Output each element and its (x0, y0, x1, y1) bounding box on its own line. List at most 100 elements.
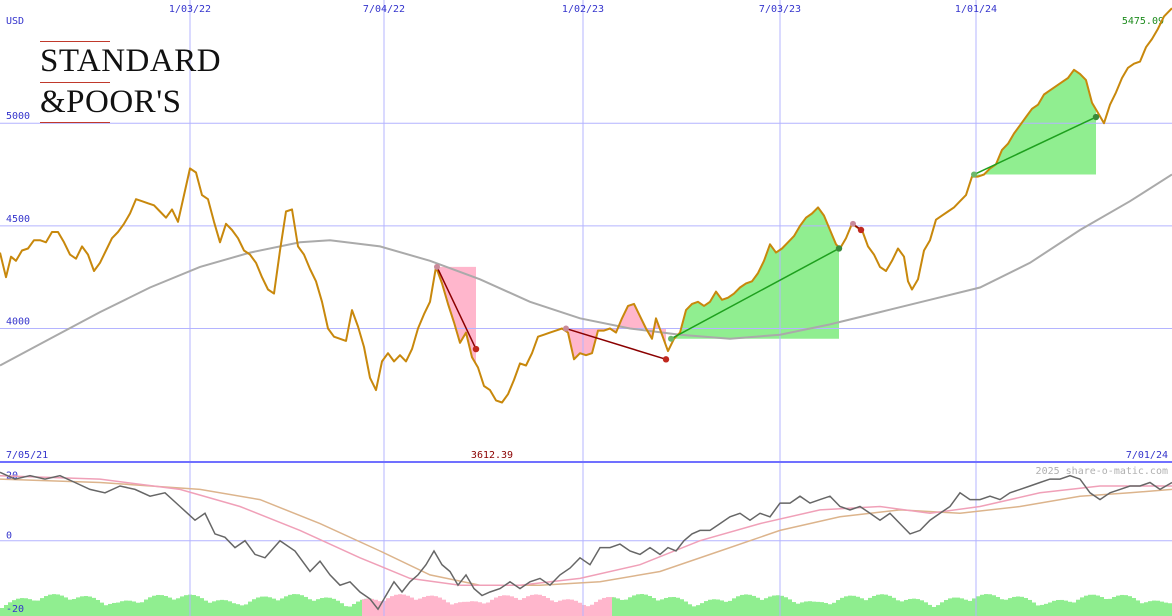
histogram-bar (168, 597, 172, 616)
histogram-bar (482, 603, 486, 616)
histogram-bar (1144, 602, 1148, 616)
histogram-bar (514, 597, 518, 616)
histogram-bar (664, 597, 668, 616)
histogram-bar (140, 602, 144, 616)
histogram-bar (852, 595, 856, 616)
histogram-bar (370, 598, 374, 616)
histogram-bar (984, 594, 988, 616)
histogram-bar (352, 603, 356, 616)
xtick-label: 1/03/22 (169, 4, 211, 15)
histogram-bar (988, 594, 992, 616)
histogram-bar (300, 595, 304, 616)
histogram-bar (876, 594, 880, 616)
signal-line-1 (565, 327, 667, 361)
logo-line-1: STANDARD (40, 43, 222, 79)
signal-end-marker (662, 356, 670, 363)
histogram-bar (590, 604, 594, 616)
histogram-bar (828, 604, 832, 616)
histogram-bar (896, 600, 900, 616)
histogram-bar (976, 596, 980, 616)
histogram-bar (624, 599, 628, 616)
histogram-bar (1124, 595, 1128, 616)
histogram-bar (288, 594, 292, 616)
histogram-bar (594, 601, 598, 616)
histogram-bar (1016, 596, 1020, 616)
histogram-bar (486, 602, 490, 616)
histogram-bar (304, 596, 308, 616)
histogram-bar (996, 596, 1000, 616)
histogram-bar (192, 594, 196, 616)
histogram-bar (732, 598, 736, 616)
histogram-bar (684, 601, 688, 616)
histogram-bar (788, 599, 792, 616)
histogram-bar (478, 602, 482, 616)
histogram-bar (356, 601, 360, 616)
histogram-bar (1104, 599, 1108, 616)
histogram-bar (620, 599, 624, 616)
histogram-bar (1116, 595, 1120, 616)
histogram-bar (84, 596, 88, 616)
histogram-bar (582, 604, 586, 616)
histogram-bar (96, 599, 100, 616)
histogram-bar (366, 598, 370, 616)
histogram-bar (56, 594, 60, 616)
histogram-bar (692, 606, 696, 616)
histogram-bar (924, 602, 928, 616)
histogram-bar (676, 597, 680, 616)
histogram-bar (1028, 599, 1032, 616)
histogram-bar (1008, 598, 1012, 616)
histogram-bar (908, 598, 912, 616)
currency-label: USD (6, 16, 24, 27)
histogram-bar (780, 595, 784, 616)
histogram-bar (36, 600, 40, 616)
histogram-bar (144, 599, 148, 616)
osc-signal-2-line (0, 478, 1172, 586)
histogram-bar (506, 595, 510, 616)
histogram-bar (936, 605, 940, 616)
histogram-bar (422, 596, 426, 616)
histogram-bar (644, 594, 648, 616)
histogram-bar (264, 596, 268, 616)
histogram-bar (534, 594, 538, 616)
histogram-bar (740, 594, 744, 616)
signal-area-2 (671, 207, 839, 339)
histogram-bar (756, 597, 760, 616)
histogram-bar (808, 601, 812, 616)
histogram-bar (660, 599, 664, 616)
histogram-bar (510, 596, 514, 616)
histogram-bar (172, 599, 176, 616)
histogram-bar (312, 600, 316, 616)
histogram-bar (598, 599, 602, 616)
histogram-bar (776, 595, 780, 616)
histogram-bar (542, 595, 546, 616)
histogram-bar (704, 601, 708, 616)
histogram-bar (64, 597, 68, 616)
histogram-bar (636, 594, 640, 616)
histogram-bar (562, 599, 566, 616)
ytick-label: 5000 (6, 111, 30, 122)
signal-start-marker (563, 325, 569, 332)
histogram-bar (236, 604, 240, 616)
histogram-bar (792, 602, 796, 616)
histogram-bar (120, 601, 124, 616)
histogram-bar (430, 595, 434, 616)
histogram-bar (640, 594, 644, 616)
histogram-bar (284, 596, 288, 616)
histogram-bar (1032, 602, 1036, 616)
histogram-bar (60, 595, 64, 616)
histogram-bar (128, 600, 132, 616)
histogram-bar (72, 599, 76, 616)
histogram-bar (156, 594, 160, 616)
histogram-bar (784, 597, 788, 616)
histogram-bar (232, 603, 236, 616)
histogram-bar (736, 596, 740, 616)
histogram-bar (1108, 598, 1112, 616)
histogram-bar (656, 600, 660, 616)
histogram-bar (820, 602, 824, 616)
histogram-bar (68, 599, 72, 616)
histogram-bar (220, 599, 224, 616)
histogram-bar (632, 595, 636, 616)
histogram-bar (244, 604, 248, 616)
histogram-bar (324, 597, 328, 616)
histogram-bar (848, 595, 852, 616)
